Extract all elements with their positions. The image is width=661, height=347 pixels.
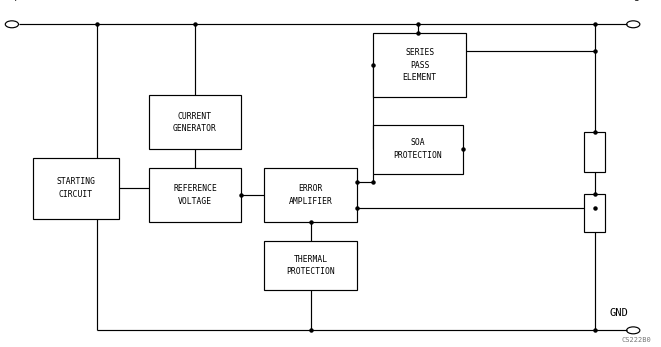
Text: STARTING
CIRCUIT: STARTING CIRCUIT	[56, 178, 96, 199]
Bar	[264, 168, 357, 222]
Text: CURRENT
GENERATOR: CURRENT GENERATOR	[173, 112, 217, 133]
Bar	[373, 125, 463, 174]
Bar	[584, 194, 605, 232]
Text: GND: GND	[609, 308, 628, 318]
Text: SOA
PROTECTION: SOA PROTECTION	[394, 138, 442, 160]
Bar	[264, 241, 357, 290]
Text: ERROR
AMPLIFIER: ERROR AMPLIFIER	[289, 185, 332, 206]
Bar	[149, 168, 241, 222]
Text: $V_I$: $V_I$	[6, 0, 18, 4]
Bar	[149, 95, 241, 149]
Text: REFERENCE
VOLTAGE: REFERENCE VOLTAGE	[173, 185, 217, 206]
Bar	[584, 132, 605, 172]
Bar	[33, 158, 119, 219]
Text: SERIES
PASS
ELEMENT: SERIES PASS ELEMENT	[403, 48, 437, 82]
Bar	[373, 33, 466, 97]
Text: $V_O$: $V_O$	[625, 0, 641, 4]
Text: CS222B0: CS222B0	[621, 337, 651, 343]
Text: THERMAL
PROTECTION: THERMAL PROTECTION	[286, 255, 335, 276]
